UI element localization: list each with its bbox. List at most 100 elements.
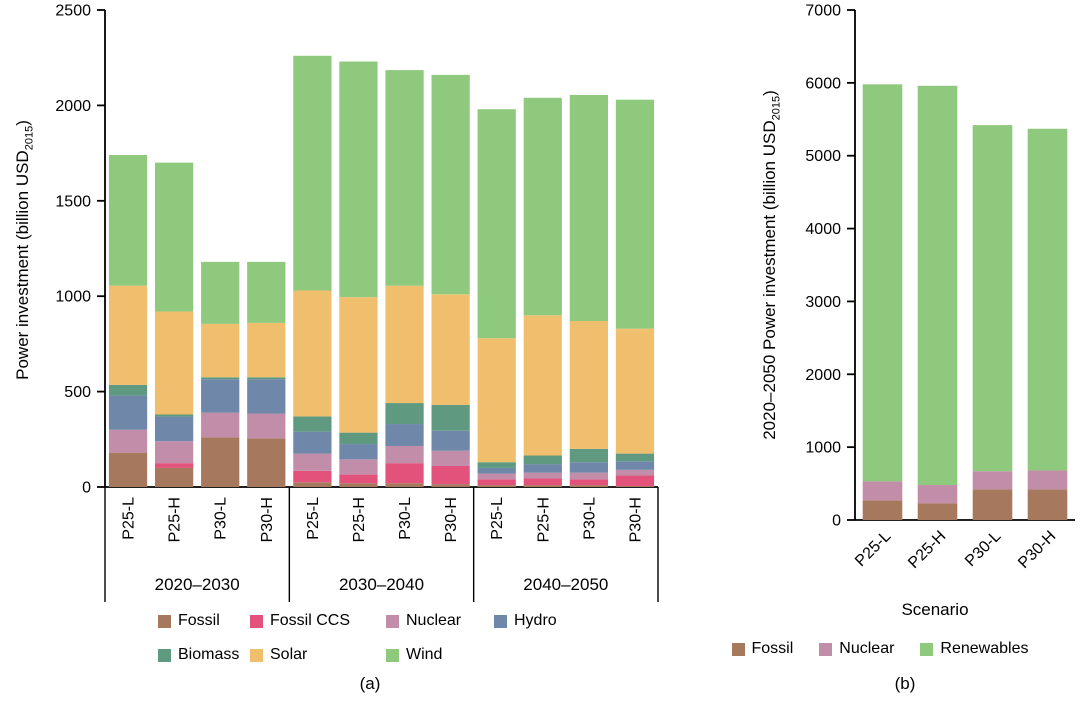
- bar-segment-nuclear: [385, 445, 424, 464]
- panel-b: 0 1000 2000 3000 4000 5000 6000 7000 P25-L P25-H P…: [660, 0, 1080, 703]
- y-axis-label-b-text: 2020–2050 Power investment (billion USD: [760, 120, 779, 440]
- bar-segment-solar: [155, 311, 194, 415]
- bar-segment-fossil-ccs: [615, 475, 655, 487]
- bar-segment-hydro: [155, 416, 194, 442]
- bar-segment-solar: [108, 285, 148, 385]
- bar-segment-fossil-ccs: [293, 470, 332, 483]
- bar-segment-wind: [293, 55, 332, 291]
- fossil-ccs-swatch: [250, 614, 263, 628]
- bar-segment-solar: [569, 321, 608, 449]
- bar-segment-fossil: [615, 486, 655, 487]
- bar-segment-solar: [247, 322, 286, 378]
- renewables-swatch: [920, 642, 934, 656]
- fossil-swatch: [731, 642, 745, 656]
- legend-item-wind: Wind: [386, 646, 494, 664]
- legend-label: Solar: [270, 646, 308, 663]
- legend-item-fossil-ccs: Fossil CCS: [250, 612, 386, 630]
- bar-segment-hydro: [477, 467, 516, 474]
- bar-segment-solar: [293, 290, 332, 417]
- x-tick-label: P25-L: [852, 528, 894, 570]
- bar-segment-wind: [431, 74, 470, 295]
- bar-segment-nuclear: [1027, 470, 1068, 490]
- bar-segment-hydro: [247, 379, 286, 414]
- bar-segment-biomass: [201, 377, 240, 380]
- y-tick-label: 6000: [805, 75, 841, 92]
- chart-a-svg: 0 500 1000 1500 2000 2500 P25-L P25-H P30-L P30-H…: [55, 3, 659, 602]
- biomass-swatch: [158, 648, 171, 662]
- caption-a: (a): [359, 674, 381, 693]
- bar-segment-fossil-ccs: [477, 479, 516, 486]
- bar-segment-hydro: [339, 444, 378, 460]
- x-tick-label: P25-L: [121, 497, 138, 540]
- bar-segment-biomass: [247, 377, 286, 380]
- x-tick-label: P25-H: [905, 528, 949, 572]
- bar-segment-nuclear: [917, 485, 958, 504]
- x-axis-label-b: Scenario: [901, 600, 969, 619]
- bar-segment-biomass: [615, 453, 655, 462]
- x-tick-label: P30-H: [259, 497, 276, 542]
- y-tick-label: 7000: [805, 3, 841, 20]
- y-tick-label: 2000: [55, 98, 91, 115]
- legend-label: Fossil CCS: [270, 612, 351, 629]
- bar-segment-fossil: [155, 467, 194, 487]
- bar-segment-hydro: [523, 464, 562, 473]
- x-tick-label: P25-H: [167, 497, 184, 542]
- solar-swatch: [250, 648, 263, 662]
- bar-segment-nuclear: [339, 459, 378, 475]
- bar-segment-nuclear: [569, 472, 608, 480]
- bar-segment-fossil: [385, 483, 424, 487]
- y-tick-label: 3000: [805, 294, 841, 311]
- bar-segment-fossil-ccs: [155, 463, 194, 468]
- bar-segment-fossil: [293, 482, 332, 487]
- bar-segment-hydro: [431, 430, 470, 451]
- bar-segment-biomass: [385, 403, 424, 425]
- legend-label: Fossil: [751, 640, 794, 657]
- bar-segment-wind: [569, 94, 608, 322]
- y-axis-label-b-suffix: ): [760, 90, 779, 96]
- x-tick-label: P30-L: [397, 497, 414, 540]
- bar-segment-wind: [339, 61, 378, 298]
- bar-segment-fossil: [431, 484, 470, 487]
- bar-segment-wind: [523, 97, 562, 316]
- bar-segment-hydro: [108, 395, 148, 430]
- bar-segment-hydro: [201, 379, 240, 413]
- nuclear-swatch: [819, 642, 833, 656]
- bar-segment-hydro: [293, 431, 332, 454]
- bar-segment-fossil: [917, 503, 958, 520]
- legend-b: Fossil Nuclear Renewables: [690, 640, 1070, 658]
- x-tick-label: P30-H: [627, 497, 644, 542]
- bar-segment-biomass: [523, 455, 562, 465]
- y-axis-label-a-suffix: ): [13, 120, 32, 126]
- bar-segment-hydro: [385, 424, 424, 446]
- legend-spacer: [494, 646, 572, 664]
- bar-segment-solar: [615, 328, 655, 454]
- bar-segment-biomass: [339, 432, 378, 445]
- legend-item-solar: Solar: [250, 646, 386, 664]
- bar-segment-solar: [523, 315, 562, 456]
- group-label: 2020–2030: [155, 575, 240, 594]
- bar-segment-fossil: [339, 483, 378, 487]
- bar-segment-nuclear: [431, 450, 470, 467]
- bar-segment-wind: [155, 162, 194, 312]
- x-tick-label: P30-L: [213, 497, 230, 540]
- x-tick-label: P30-H: [1015, 528, 1059, 572]
- y-tick-label: 1000: [55, 289, 91, 306]
- bar-segment-wind: [108, 155, 148, 286]
- y-tick-label: 1000: [805, 440, 841, 457]
- wind-swatch: [386, 648, 399, 662]
- bar-segment-nuclear: [862, 481, 903, 501]
- legend-label: Nuclear: [406, 612, 462, 629]
- bar-segment-solar: [431, 294, 470, 405]
- bar-segment-fossil: [972, 489, 1013, 520]
- bar-segment-hydro: [569, 462, 608, 473]
- legend-item-fossil: Fossil: [158, 612, 250, 630]
- legend-label: Renewables: [940, 640, 1029, 657]
- nuclear-swatch: [386, 614, 399, 628]
- bar-segment-hydro: [615, 461, 655, 470]
- chart-b-svg: 0 1000 2000 3000 4000 5000 6000 7000 P25-L P25-H P…: [805, 3, 1075, 572]
- legend-item-nuclear: Nuclear: [386, 612, 494, 630]
- x-tick-label: P25-H: [351, 497, 368, 542]
- bar-segment-solar: [339, 297, 378, 433]
- legend-label: Nuclear: [839, 640, 895, 657]
